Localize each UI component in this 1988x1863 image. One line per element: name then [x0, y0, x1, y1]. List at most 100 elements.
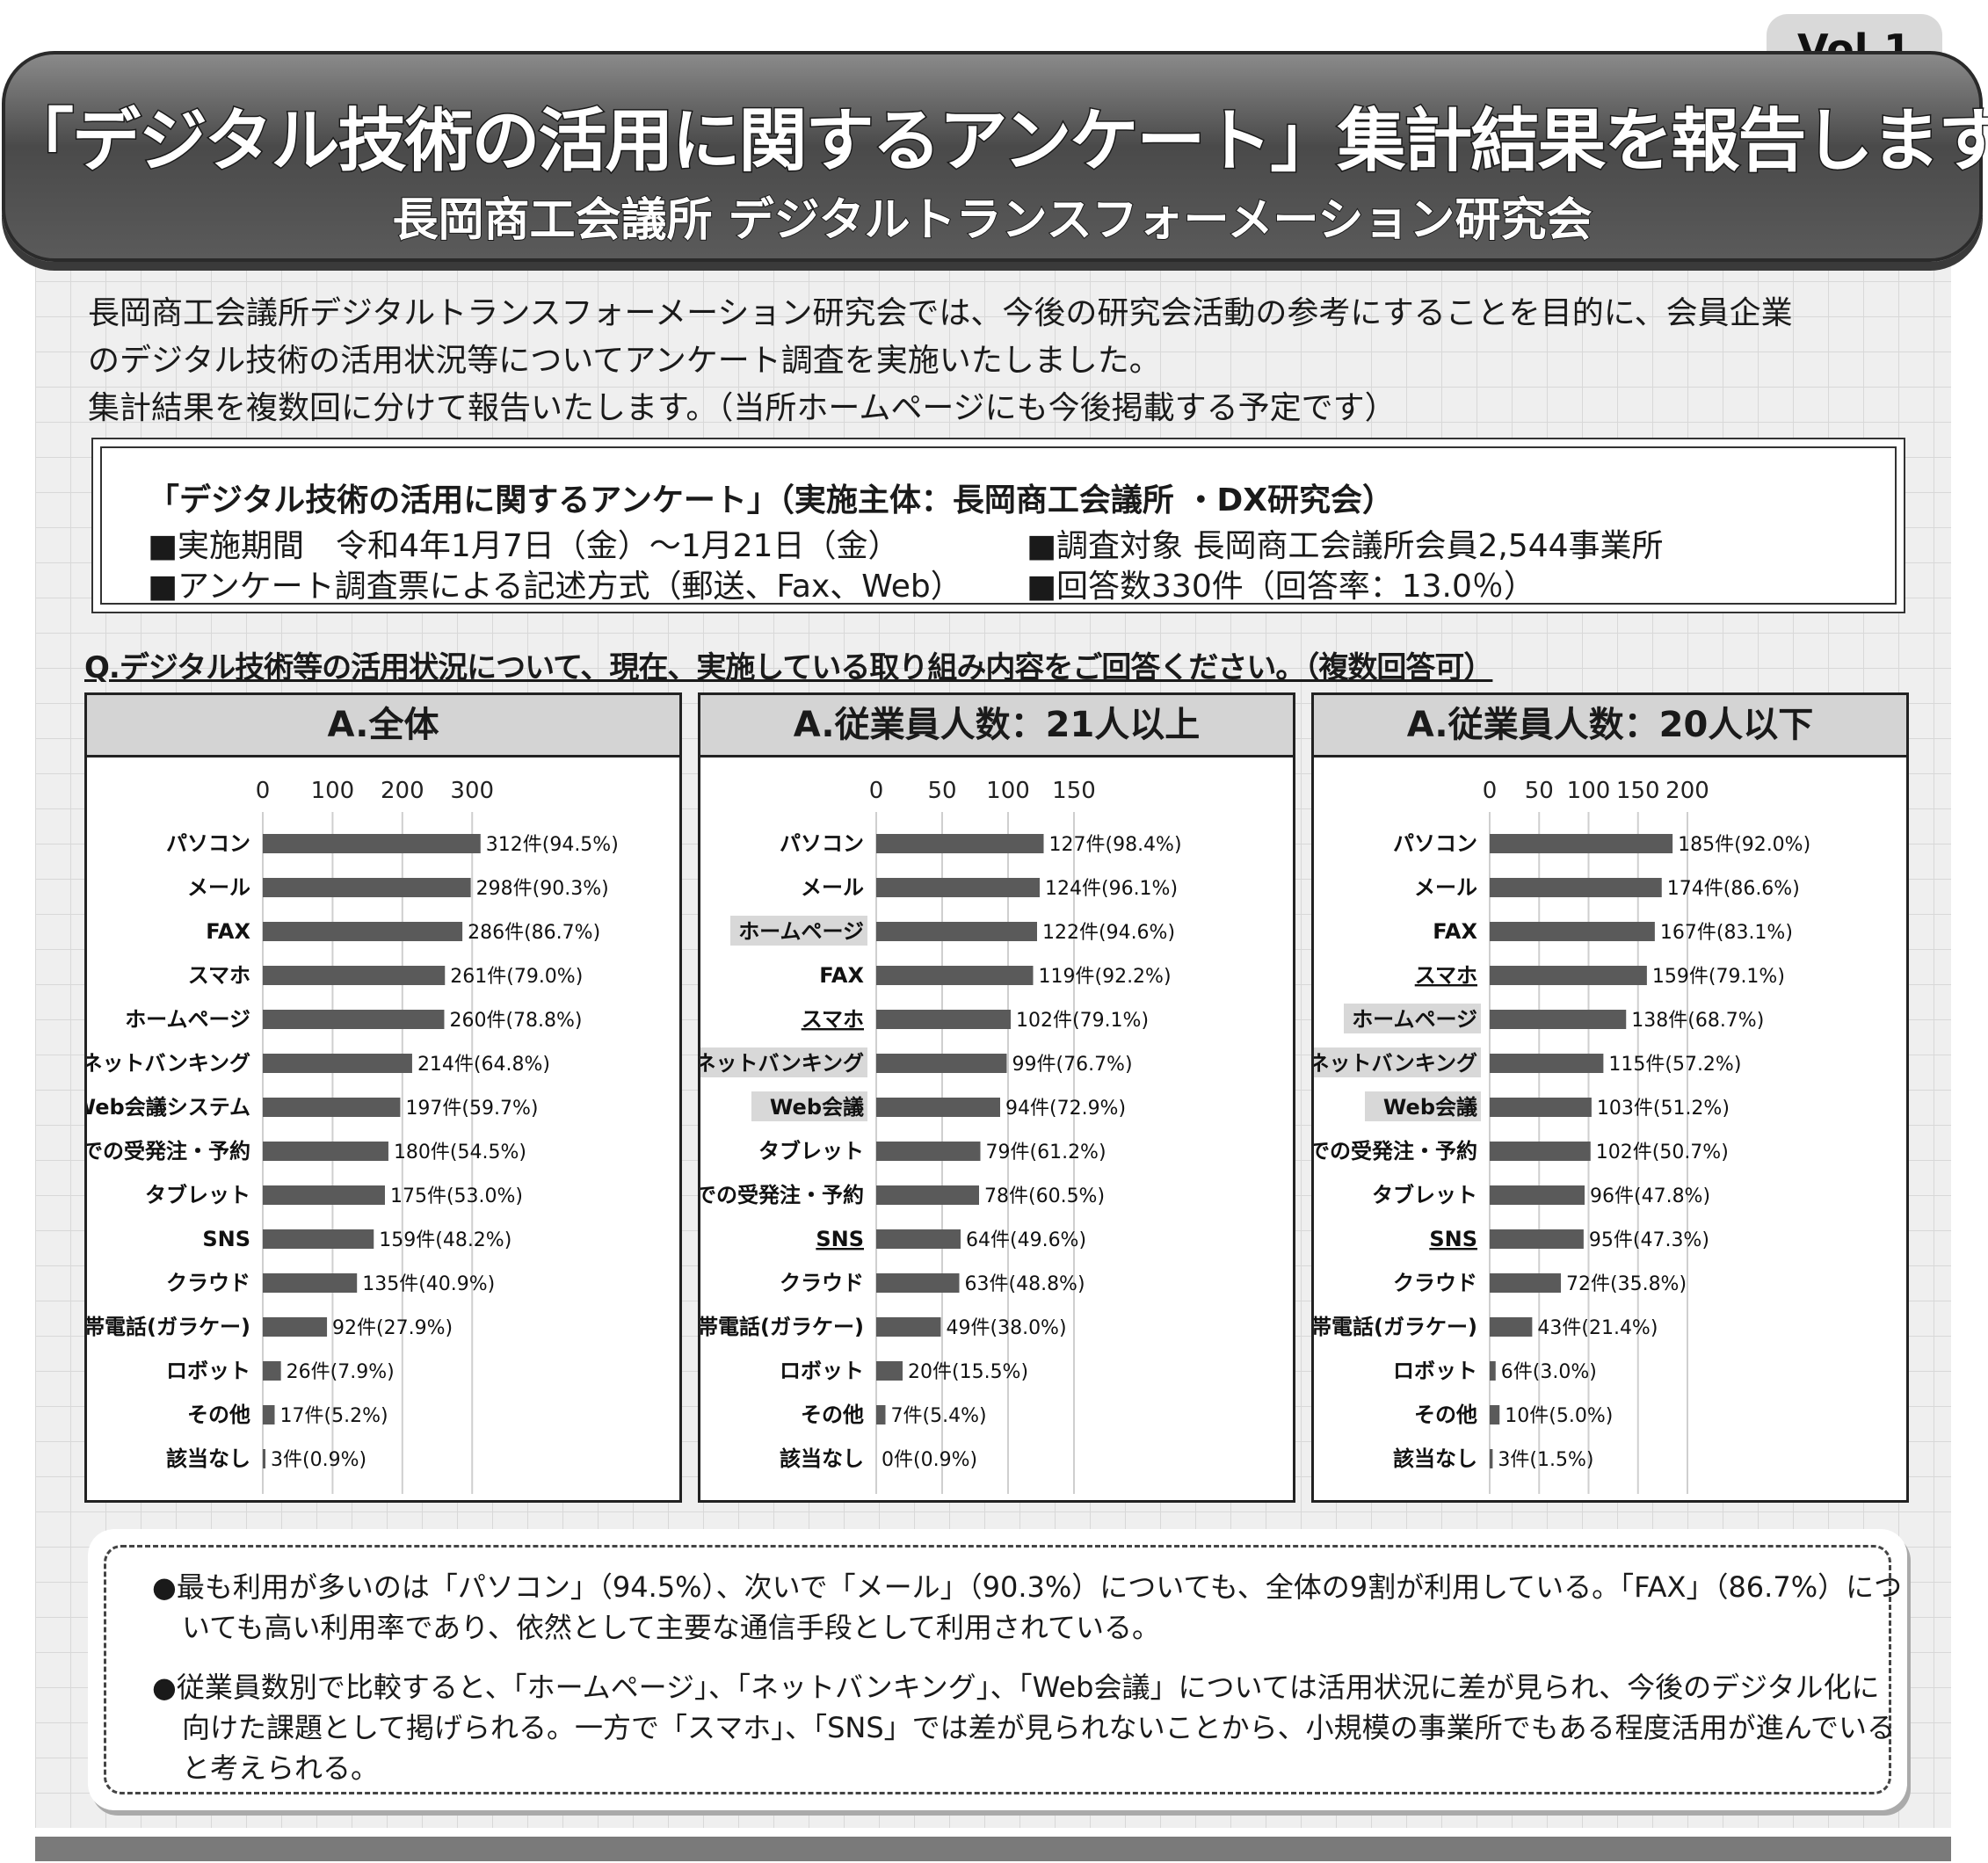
category-label: 該当なし — [780, 1446, 864, 1471]
summary-point: ●従業員数別で比較すると、「ホームページ」、「ネットバンキング」、「Web会議」… — [152, 1671, 1896, 1785]
category-label: パソコン — [166, 831, 250, 856]
category-label: FAX — [819, 963, 864, 988]
data-label: 72件(35.8%) — [1566, 1273, 1687, 1295]
category-label: メール — [187, 875, 250, 900]
category-label: タブレット — [145, 1183, 250, 1207]
bar — [1490, 1317, 1533, 1337]
data-label: 79件(61.2%) — [986, 1142, 1106, 1163]
intro-line: のデジタル技術の活用状況等についてアンケート調査を実施いたしました。 — [88, 343, 1161, 379]
chart-title: A.従業員人数：20人以下 — [1314, 695, 1906, 758]
category-label: ホームページ — [738, 919, 864, 944]
survey-title: 「デジタル技術の活用に関するアンケート」（実施主体：長岡商工会議所 ・DX研究会… — [148, 482, 1395, 518]
category-label: ホームページ — [125, 1007, 250, 1032]
bar — [263, 1010, 445, 1029]
bar — [263, 1054, 412, 1073]
bar — [1490, 834, 1673, 853]
category-label: ロボット — [1393, 1359, 1477, 1383]
category-label: FAX — [1433, 919, 1477, 944]
category-label: Web会議 — [770, 1095, 864, 1120]
bar — [1490, 1449, 1493, 1468]
data-label: 214件(64.8%) — [417, 1054, 550, 1076]
data-label: 175件(53.0%) — [390, 1185, 523, 1207]
question-text: Q.デジタル技術等の活用状況について、現在、実施している取り組み内容をご回答くだ… — [84, 650, 1493, 685]
category-label: ネットバンキング — [700, 1051, 864, 1076]
bar — [263, 1361, 281, 1381]
data-label: 6件(3.0%) — [1501, 1361, 1597, 1383]
data-label: 49件(38.0%) — [947, 1317, 1067, 1339]
data-label: 261件(79.0%) — [450, 966, 583, 988]
category-label: SNS — [816, 1227, 864, 1251]
data-label: 124件(96.1%) — [1045, 878, 1178, 900]
bar — [263, 1449, 265, 1468]
category-label: ネットバンキング — [87, 1051, 250, 1076]
data-label: 102件(79.1%) — [1016, 1010, 1149, 1032]
chart-20-under: 0 50 100 150 200 パソコン 185件(92.0%) メール 174件(86.6%… — [1314, 778, 1810, 1494]
bar — [876, 1317, 941, 1337]
category-label: ロボット — [780, 1359, 864, 1383]
category-label: 該当なし — [166, 1446, 250, 1471]
category-label: スマホ — [1415, 963, 1477, 988]
data-label: 92件(27.9%) — [332, 1317, 453, 1339]
category-label: パソコン — [780, 831, 864, 856]
category-highlight — [730, 916, 867, 946]
x-tick-label: 100 — [311, 778, 355, 804]
data-label: 312件(94.5%) — [486, 834, 619, 856]
x-tick-label: 100 — [986, 778, 1030, 804]
survey-period: ■実施期間 令和4年1月7日（金）～1月21日（金） — [148, 528, 900, 564]
bottom-bar — [35, 1837, 1951, 1861]
chart-panel-20-under: A.従業員人数：20人以下 0 50 100 150 200 パソコン 185件(92.0%… — [1311, 692, 1909, 1503]
category-highlight — [1365, 1091, 1481, 1121]
x-tick-label: 300 — [450, 778, 494, 804]
data-label: 26件(7.9%) — [287, 1361, 395, 1383]
chart-all: 0 100 200 300 パソコン 312件(94.5%) メール 298件(90.3%) F… — [87, 778, 619, 1494]
category-label: ネットでの受発注・予約 — [700, 1183, 864, 1207]
data-label: 20件(15.5%) — [908, 1361, 1028, 1383]
page-title: 「デジタル技術の活用に関するアンケート」集計結果を報告します — [4, 101, 1988, 183]
data-label: 99件(76.7%) — [1012, 1054, 1133, 1076]
data-label: 3件(1.5%) — [1498, 1449, 1593, 1471]
chart-panel-21-plus: A.従業員人数：21人以上 0 50 100 150 パソコン 127件(98.4%) メー… — [698, 692, 1295, 1503]
x-tick-label: 50 — [1525, 778, 1554, 804]
data-label: 103件(51.2%) — [1597, 1098, 1730, 1120]
data-label: 10件(5.0%) — [1505, 1405, 1613, 1427]
x-tick-label: 150 — [1052, 778, 1096, 804]
intro-text: 長岡商工会議所デジタルトランスフォーメーション研究会では、今後の研究会活動の参考… — [88, 290, 1916, 432]
x-tick-label: 0 — [1483, 778, 1498, 804]
bar — [876, 966, 1034, 985]
bar — [263, 1098, 401, 1117]
category-label: メール — [1414, 875, 1477, 900]
data-label: 96件(47.8%) — [1590, 1185, 1710, 1207]
bar — [1490, 1098, 1592, 1117]
category-label: クラウド — [166, 1271, 250, 1295]
category-label: タブレット — [1372, 1183, 1477, 1207]
category-label: ネットでの受発注・予約 — [1314, 1139, 1477, 1163]
bar — [876, 1229, 961, 1249]
data-label: 43件(21.4%) — [1537, 1317, 1658, 1339]
bar — [263, 1229, 374, 1249]
category-label: SNS — [1429, 1227, 1477, 1251]
bar — [876, 1361, 903, 1381]
survey-target: ■調査対象 長岡商工会議所会員2,544事業所 — [1027, 528, 1664, 564]
bar — [876, 1405, 886, 1424]
bar — [876, 1273, 960, 1293]
category-highlight — [700, 1047, 867, 1077]
bar — [876, 1098, 1000, 1117]
data-label: 102件(50.7%) — [1596, 1142, 1729, 1163]
bar — [876, 834, 1044, 853]
category-label: 携帯電話(ガラケー) — [1314, 1315, 1477, 1339]
category-label: FAX — [206, 919, 250, 944]
bar — [1490, 966, 1647, 985]
header-banner: 「デジタル技術の活用に関するアンケート」集計結果を報告します 長岡商工会議所 デ… — [2, 51, 1988, 262]
bar — [876, 1054, 1007, 1073]
data-label: 167件(83.1%) — [1660, 922, 1793, 944]
bar — [263, 966, 446, 985]
chart-title: A.全体 — [87, 695, 679, 758]
data-label: 115件(57.2%) — [1608, 1054, 1741, 1076]
survey-info-box: 「デジタル技術の活用に関するアンケート」（実施主体：長岡商工会議所 ・DX研究会… — [91, 438, 1905, 613]
category-label: 該当なし — [1393, 1446, 1477, 1471]
bar — [1490, 1405, 1500, 1424]
bar — [1490, 1010, 1627, 1029]
data-label: 119件(92.2%) — [1039, 966, 1172, 988]
category-label: 携帯電話(ガラケー) — [700, 1315, 864, 1339]
category-label: その他 — [1414, 1403, 1477, 1427]
